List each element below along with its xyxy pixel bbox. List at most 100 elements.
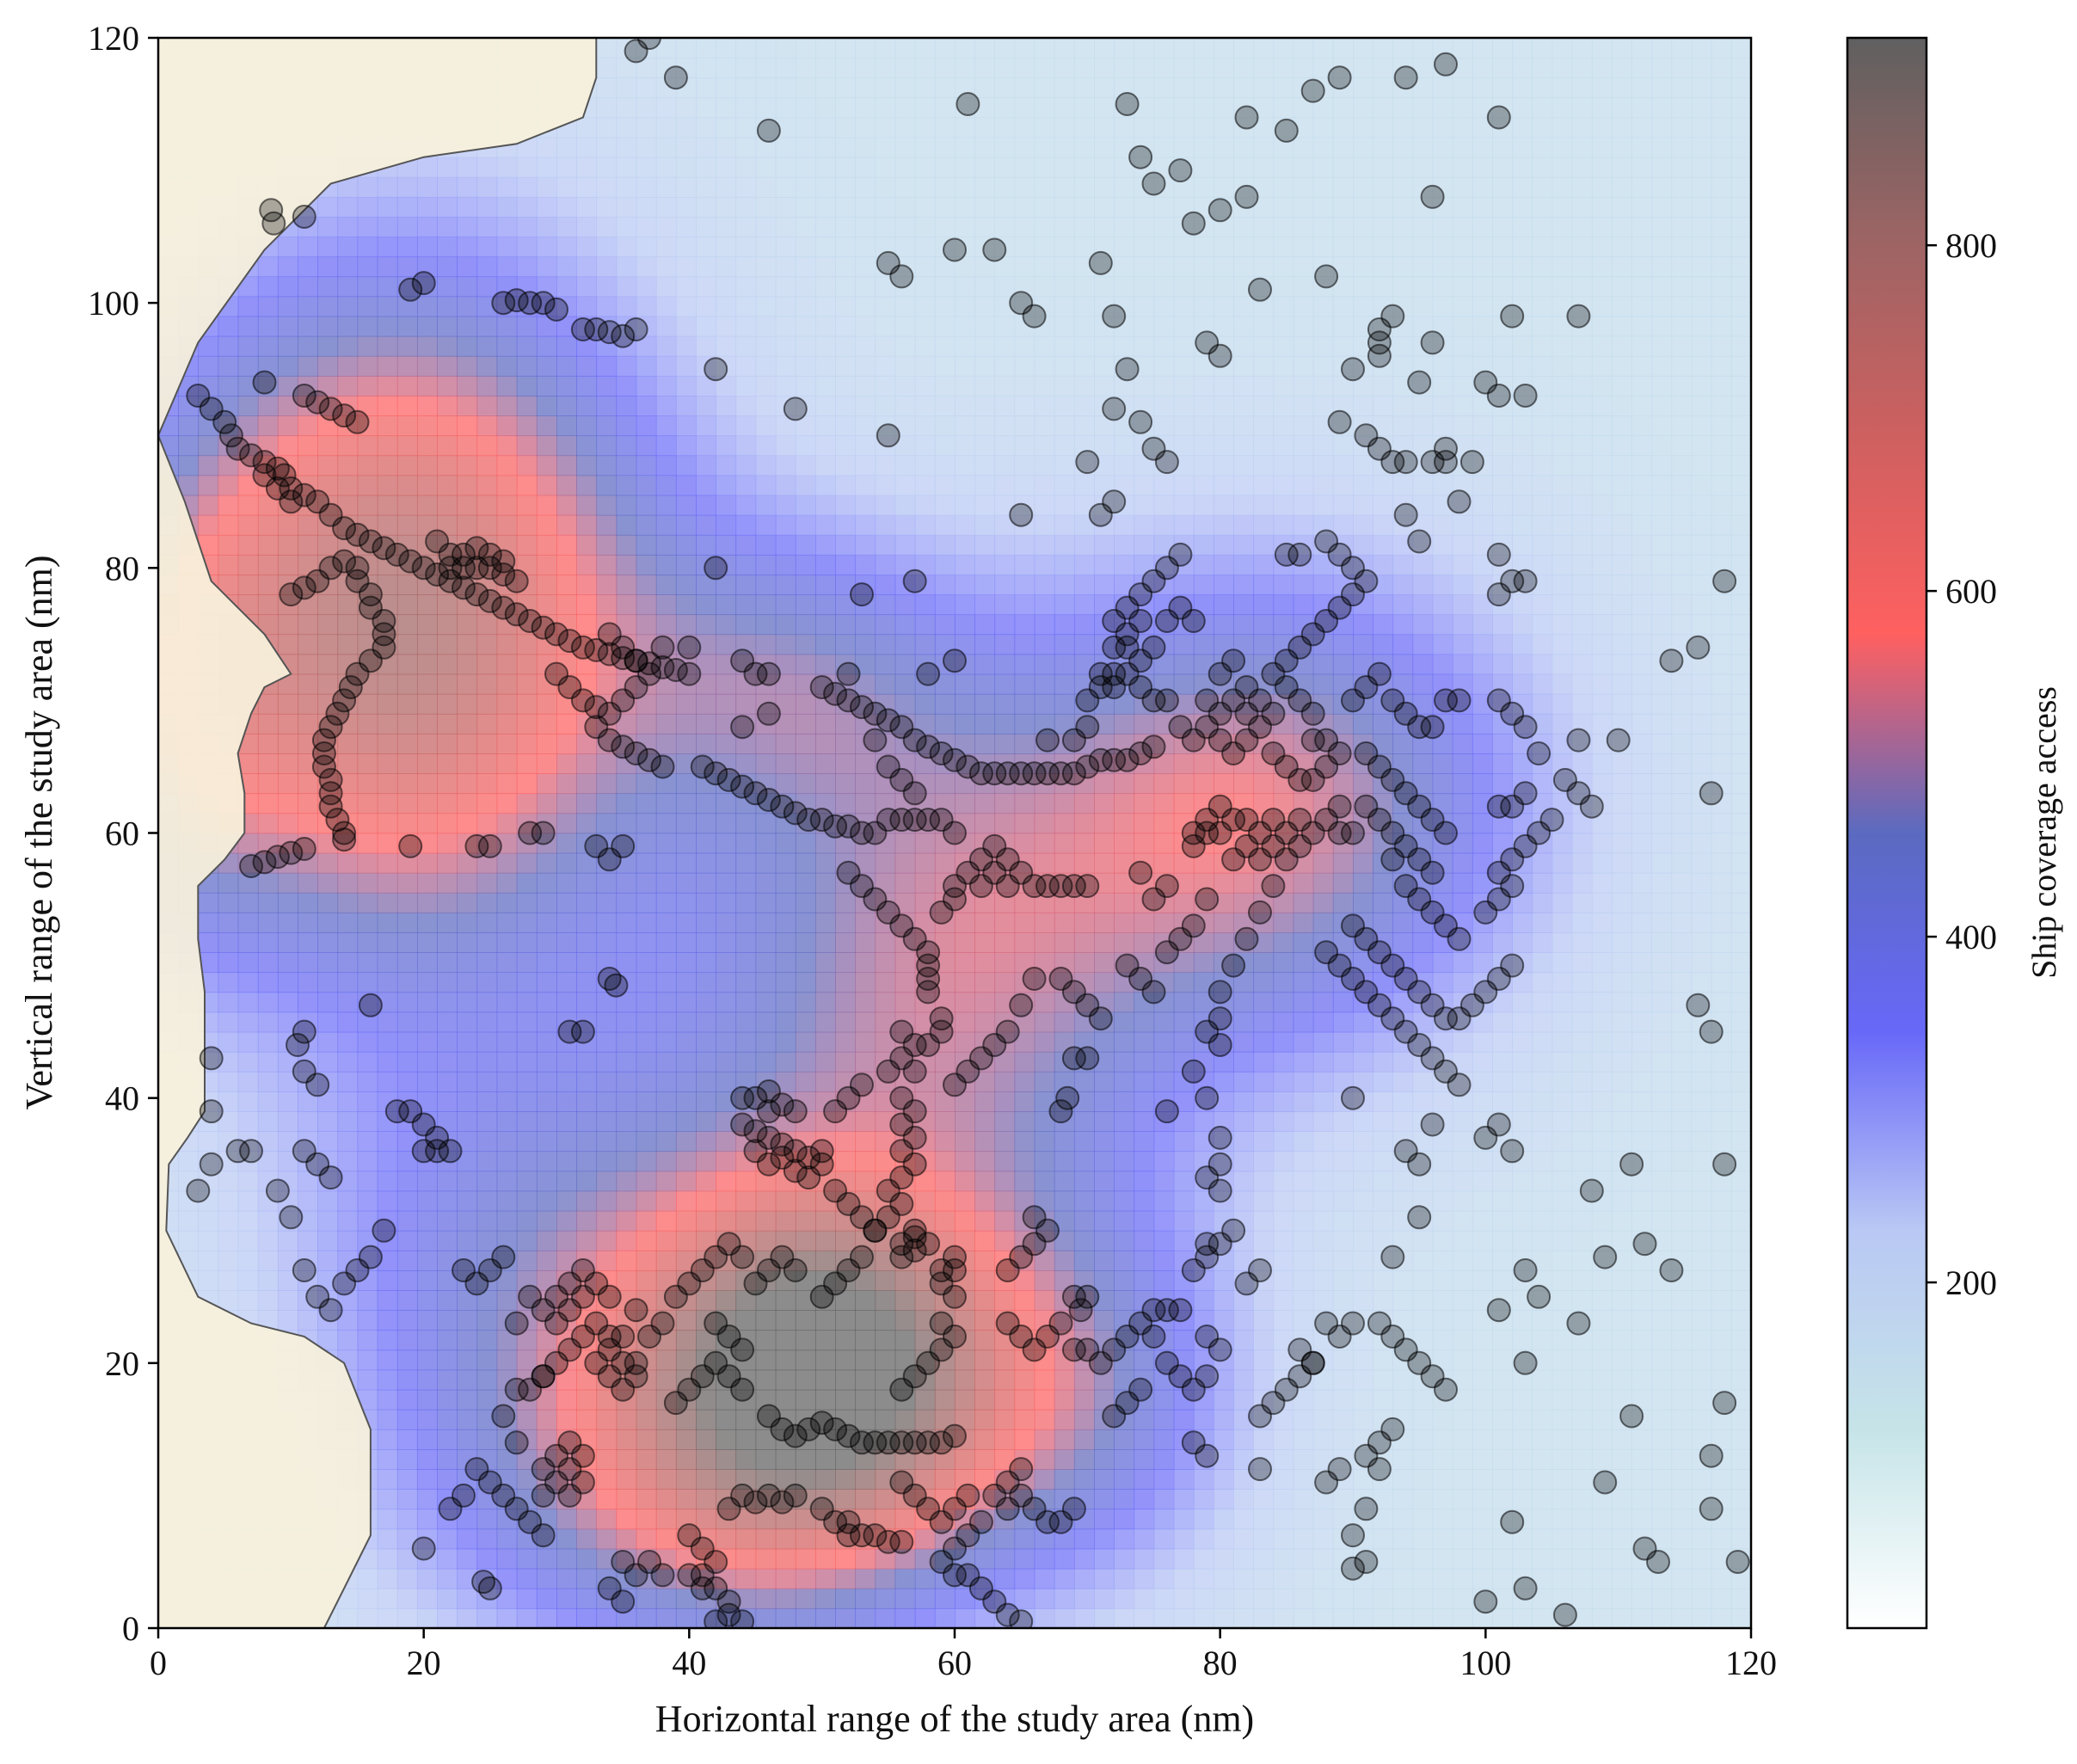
- heat-cell: [814, 1528, 836, 1550]
- heat-cell: [476, 793, 498, 814]
- heat-cell: [1730, 753, 1751, 774]
- heat-cell: [1332, 992, 1354, 1013]
- heat-cell: [1233, 1151, 1255, 1172]
- heat-cell: [1611, 992, 1632, 1013]
- heat-cell: [377, 1369, 398, 1391]
- heat-cell: [1114, 813, 1135, 834]
- heat-cell: [1552, 1528, 1573, 1550]
- heat-cell: [298, 654, 318, 675]
- heat-cell: [298, 1230, 318, 1251]
- heat-cell: [1532, 554, 1553, 575]
- heat-cell: [1472, 514, 1493, 536]
- heat-cell: [1452, 654, 1473, 675]
- heat-cell: [1253, 1210, 1275, 1232]
- heat-cell: [298, 435, 318, 457]
- heat-cell: [1014, 693, 1035, 715]
- heat-cell: [1253, 396, 1275, 416]
- heat-cell: [855, 1469, 876, 1490]
- heat-cell: [696, 1469, 716, 1490]
- heat-cell: [596, 912, 618, 933]
- heat-cell: [655, 1190, 677, 1212]
- heat-cell: [1312, 1210, 1334, 1232]
- heat-cell: [476, 375, 498, 396]
- heat-cell: [835, 1607, 857, 1628]
- heat-cell: [198, 1190, 219, 1212]
- heat-cell: [357, 435, 378, 457]
- heat-cell: [1571, 1568, 1593, 1589]
- heat-cell: [396, 1230, 418, 1251]
- heat-cell: [775, 1548, 796, 1570]
- heat-cell: [914, 614, 936, 636]
- heat-cell: [1034, 793, 1055, 814]
- heat-cell: [1611, 1011, 1632, 1033]
- heat-cell: [1412, 1330, 1434, 1351]
- heat-cell: [1153, 1031, 1175, 1053]
- heat-cell: [1392, 1131, 1414, 1152]
- heat-cell: [457, 435, 478, 457]
- heat-cell: [516, 1091, 538, 1112]
- heat-cell: [1213, 952, 1234, 974]
- heat-cell: [655, 1369, 677, 1391]
- heat-cell: [357, 1171, 378, 1192]
- heat-cell: [298, 1250, 318, 1271]
- heat-cell: [1611, 872, 1632, 894]
- heat-cell: [835, 455, 857, 476]
- heat-cell: [1073, 1469, 1095, 1490]
- heat-cell: [835, 1568, 857, 1589]
- heat-cell: [1571, 1171, 1593, 1192]
- heat-cell: [735, 992, 757, 1013]
- heat-cell: [835, 733, 857, 754]
- heat-cell: [994, 1389, 1016, 1411]
- heat-cell: [556, 1131, 577, 1152]
- heat-cell: [1611, 475, 1632, 496]
- heat-cell: [955, 1310, 975, 1331]
- heat-cell: [337, 1250, 359, 1271]
- heat-cell: [1512, 1448, 1533, 1470]
- heat-cell: [396, 1607, 418, 1628]
- heat-cell: [1034, 1031, 1055, 1053]
- heat-cell: [716, 455, 737, 476]
- heat-cell: [1591, 1548, 1613, 1570]
- heat-cell: [875, 1310, 896, 1331]
- heat-cell: [576, 753, 598, 774]
- heat-cell: [1631, 1310, 1653, 1331]
- heat-cell: [1432, 1409, 1453, 1430]
- heat-cell: [476, 614, 498, 636]
- heat-cell: [1153, 475, 1175, 496]
- heat-cell: [596, 1469, 618, 1490]
- heat-cell: [496, 1607, 518, 1628]
- heat-cell: [1312, 1568, 1334, 1589]
- heat-cell: [218, 932, 239, 953]
- heat-cell: [1631, 1369, 1653, 1391]
- heat-cell: [814, 1588, 836, 1609]
- heat-cell: [1472, 1489, 1493, 1510]
- heat-cell: [516, 773, 538, 795]
- heat-cell: [1552, 1131, 1573, 1152]
- heat-cell: [1691, 1310, 1712, 1331]
- heat-cell: [1492, 654, 1513, 675]
- heat-cell: [317, 1011, 339, 1033]
- heat-cell: [655, 833, 677, 854]
- heat-cell: [1054, 415, 1075, 437]
- heat-cell: [1114, 1290, 1135, 1311]
- heat-cell: [1492, 1448, 1513, 1470]
- heat-cell: [437, 455, 458, 476]
- heat-cell: [496, 1429, 518, 1450]
- heat-cell: [1014, 534, 1035, 556]
- heat-cell: [755, 1210, 777, 1232]
- heat-cell: [855, 1409, 876, 1430]
- heat-cell: [636, 952, 657, 974]
- heat-cell: [1233, 1051, 1255, 1073]
- heat-cell: [616, 793, 637, 814]
- heat-cell: [437, 1210, 458, 1232]
- heat-cell: [855, 1269, 876, 1291]
- heat-cell: [934, 1071, 956, 1092]
- heat-cell: [496, 892, 518, 913]
- heat-cell: [1392, 634, 1414, 655]
- heat-cell: [1054, 693, 1075, 715]
- heat-cell: [1312, 1171, 1334, 1192]
- heat-cell: [437, 396, 458, 416]
- heat-cell: [775, 932, 796, 953]
- heat-cell: [496, 455, 518, 476]
- heat-cell: [655, 1568, 677, 1589]
